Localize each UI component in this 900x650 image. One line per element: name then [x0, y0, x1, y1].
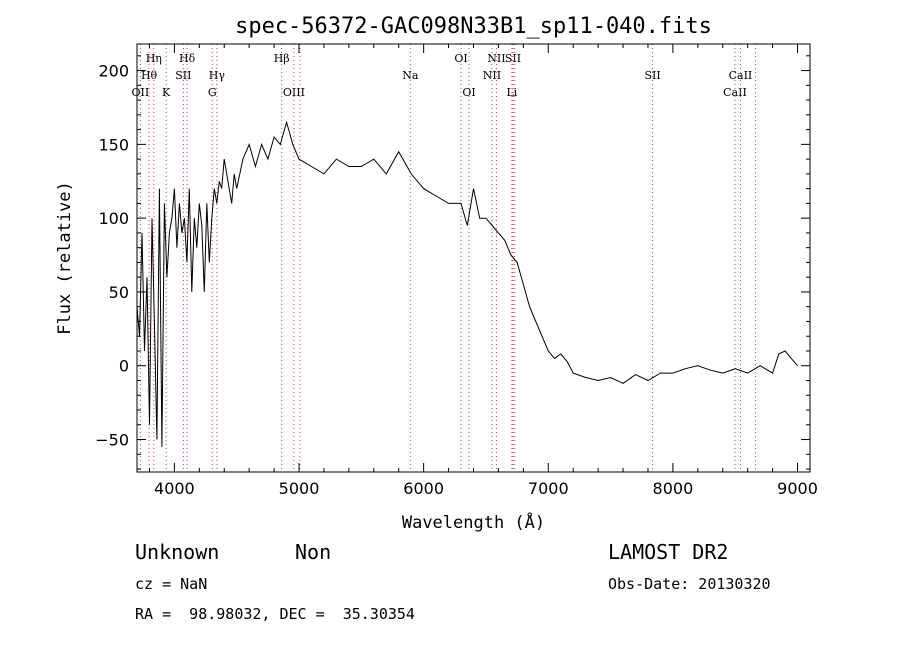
spectral-line-label: G — [208, 86, 217, 99]
x-tick-label: 6000 — [403, 479, 444, 498]
cz-label: cz = NaN — [135, 575, 208, 593]
spectral-line-label: SII — [644, 69, 660, 82]
x-tick-label: 9000 — [777, 479, 818, 498]
y-tick-label: 150 — [98, 135, 129, 154]
spectral-line-label: OIII — [283, 86, 305, 99]
x-tick-label: 7000 — [528, 479, 569, 498]
obs-date-label: Obs-Date: 20130320 — [608, 575, 771, 593]
spectral-line-label: CaII — [729, 69, 753, 82]
spectral-line-label: OI — [454, 52, 467, 65]
y-tick-label: 0 — [119, 357, 129, 376]
spectral-line-label: Hδ — [179, 52, 196, 65]
survey-label: LAMOST DR2 — [608, 540, 729, 564]
chart-title: spec-56372-GAC098N33B1_sp11-040.fits — [235, 14, 712, 39]
x-tick-label: 8000 — [653, 479, 694, 498]
spectral-line-label: NII — [487, 52, 505, 65]
x-tick-label: 5000 — [279, 479, 320, 498]
y-tick-label: 50 — [109, 283, 129, 302]
coords-label: RA = 98.98032, DEC = 35.30354 — [135, 605, 415, 623]
y-axis-label: Flux (relative) — [55, 181, 75, 335]
spectral-line-label: OII — [132, 86, 150, 99]
x-tick-label: 4000 — [154, 479, 195, 498]
plot-frame — [136, 43, 811, 473]
class-label: Unknown — [135, 540, 220, 564]
y-tick-label: 100 — [98, 209, 129, 228]
spectral-line-label: SII — [175, 69, 191, 82]
subclass-label: Non — [295, 540, 332, 564]
spectral-line-label: Hγ — [209, 69, 226, 82]
spectral-line-label: K — [162, 86, 171, 99]
spectral-line-label: Hη — [146, 52, 162, 65]
spectral-line-label: Li — [506, 86, 517, 99]
spectral-line-label: OI — [462, 86, 475, 99]
spectrum-trace — [136, 120, 798, 447]
spectral-line-label: Na — [402, 69, 419, 82]
x-axis-label: Wavelength (Å) — [402, 511, 545, 533]
y-tick-label: 200 — [98, 62, 129, 81]
spectral-line-label: NII — [483, 69, 501, 82]
spectral-line-label: Hβ — [274, 52, 290, 65]
spectral-line-label: CaII — [723, 86, 747, 99]
spectral-line-label: SII — [505, 52, 521, 65]
y-tick-label: −50 — [95, 431, 129, 450]
